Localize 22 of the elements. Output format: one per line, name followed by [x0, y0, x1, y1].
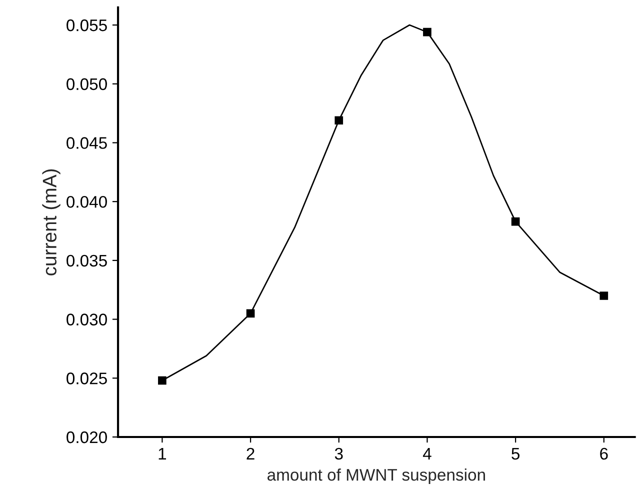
x-tick-label: 5	[512, 448, 520, 460]
y-tick-label: 0.035	[66, 254, 107, 267]
y-tick-label: 0.045	[66, 137, 107, 149]
y-tick-label: 0.020	[66, 431, 107, 444]
y-tick-label: 0.055	[66, 19, 107, 32]
x-tick-label: 2	[246, 448, 254, 460]
y-tick-label: 0.050	[66, 78, 107, 90]
y-axis-title: current (mA)	[42, 169, 60, 276]
point	[600, 292, 608, 300]
y-tick-label: 0.030	[66, 314, 107, 326]
point	[423, 28, 432, 36]
y-tick-label: 0.025	[66, 372, 107, 384]
point	[334, 116, 344, 125]
point	[246, 309, 255, 318]
y-tick-label: 0.040	[66, 196, 107, 208]
x-tick-label: 6	[600, 448, 608, 460]
x-tick-label: 4	[422, 448, 432, 460]
x-axis-title: amount of MWNT suspension	[268, 468, 485, 484]
x-tick-label: 3	[334, 448, 343, 460]
point	[511, 217, 520, 226]
point	[158, 376, 166, 385]
x-tick-label: 1	[158, 448, 166, 460]
